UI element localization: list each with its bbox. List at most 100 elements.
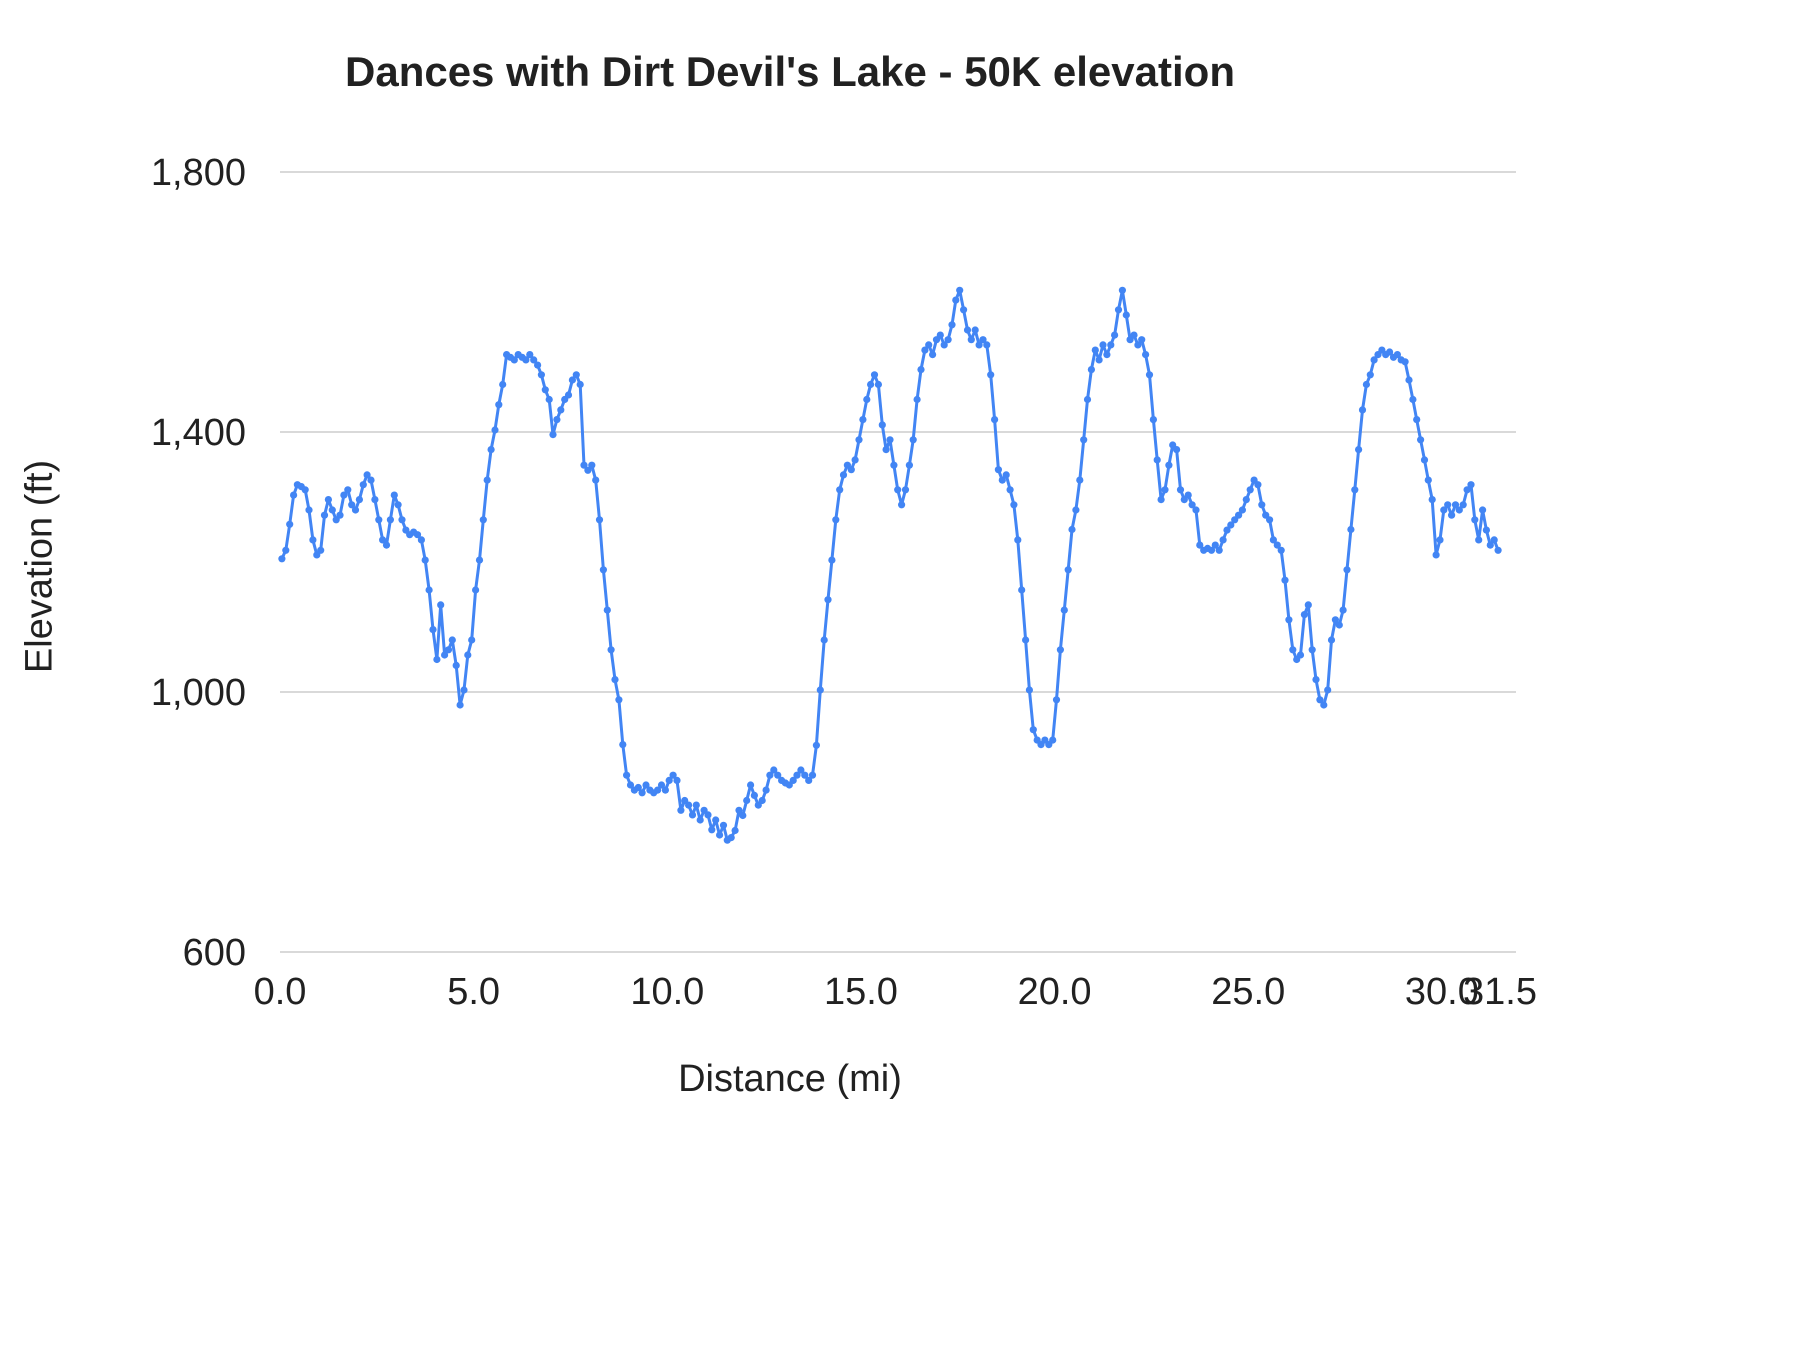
data-point-marker — [1467, 481, 1475, 489]
data-point-marker — [1339, 606, 1347, 614]
data-point-marker — [739, 811, 747, 820]
data-point-marker — [704, 811, 712, 819]
data-point-marker — [1060, 606, 1068, 614]
data-point-marker — [1273, 541, 1281, 549]
data-point-marker — [1444, 501, 1452, 509]
data-point-marker — [1436, 536, 1444, 544]
data-point-marker — [1451, 501, 1460, 509]
x-tick-label: 25.0 — [1211, 971, 1285, 1013]
data-point-marker — [716, 831, 724, 839]
data-point-marker — [1455, 506, 1463, 514]
data-point-marker — [603, 606, 611, 614]
data-point-marker — [526, 351, 534, 359]
data-point-marker — [1281, 576, 1289, 584]
x-tick-label: 31.5 — [1463, 971, 1537, 1013]
data-point-marker — [708, 826, 716, 834]
data-point-marker — [444, 646, 453, 654]
data-point-marker — [801, 771, 809, 779]
data-point-marker — [1111, 331, 1119, 339]
data-point-marker — [998, 476, 1006, 484]
data-point-marker — [1107, 341, 1115, 349]
data-point-marker — [1227, 521, 1235, 529]
data-point-marker — [770, 766, 778, 774]
data-point-marker — [901, 486, 910, 494]
data-point-marker — [344, 486, 352, 494]
y-tick-label: 600 — [183, 932, 246, 974]
data-point-marker — [290, 491, 298, 499]
data-point-marker — [479, 516, 487, 524]
data-point-marker — [1393, 351, 1401, 359]
data-point-marker — [541, 386, 549, 394]
data-point-marker — [882, 446, 890, 454]
data-point-marker — [1103, 351, 1111, 359]
data-point-marker — [1064, 566, 1072, 574]
data-point-marker — [394, 501, 402, 509]
data-point-marker — [425, 586, 433, 594]
data-point-marker — [371, 496, 379, 504]
data-point-marker — [758, 796, 766, 805]
data-point-marker — [1010, 501, 1018, 509]
data-point-marker — [1386, 348, 1394, 356]
data-point-marker — [301, 486, 309, 494]
data-point-marker — [735, 806, 743, 814]
data-point-marker — [1320, 701, 1328, 709]
data-point-marker — [743, 796, 751, 805]
data-point-marker — [948, 321, 956, 329]
data-point-marker — [278, 555, 286, 563]
data-point-marker — [367, 476, 375, 484]
data-point-marker — [1095, 356, 1103, 364]
data-point-marker — [677, 806, 685, 814]
data-point-marker — [1087, 366, 1095, 374]
data-point-marker — [549, 431, 557, 439]
data-point-marker — [1242, 496, 1250, 504]
data-point-marker — [874, 380, 883, 389]
data-point-marker — [359, 481, 367, 489]
data-point-marker — [328, 506, 336, 514]
data-point-marker — [1296, 651, 1305, 659]
data-point-marker — [1022, 636, 1030, 644]
data-point-marker — [1056, 646, 1064, 654]
data-point-marker — [588, 461, 596, 469]
data-point-marker — [669, 771, 677, 779]
data-point-marker — [580, 461, 588, 469]
data-point-marker — [898, 501, 906, 509]
data-point-marker — [1428, 496, 1436, 504]
data-point-marker — [1471, 516, 1479, 524]
data-point-marker — [1173, 446, 1181, 454]
data-point-marker — [305, 506, 313, 514]
data-point-marker — [657, 781, 666, 789]
data-point-marker — [1122, 311, 1130, 319]
data-point-marker — [805, 776, 813, 785]
data-point-marker — [568, 376, 577, 384]
data-point-marker — [661, 786, 670, 794]
data-point-marker — [483, 476, 491, 484]
data-point-marker — [1316, 696, 1324, 704]
data-point-marker — [1130, 331, 1138, 339]
data-point-marker — [534, 361, 542, 369]
data-point-marker — [1161, 486, 1169, 494]
data-point-marker — [1486, 541, 1494, 549]
data-point-marker — [1052, 696, 1061, 704]
data-point-marker — [429, 626, 437, 634]
data-point-marker — [952, 296, 960, 304]
data-point-marker — [386, 516, 394, 524]
data-point-marker — [1080, 436, 1088, 444]
data-point-marker — [510, 356, 518, 364]
chart-title: Dances with Dirt Devil's Lake - 50K elev… — [345, 48, 1235, 95]
data-point-marker — [654, 786, 662, 794]
data-point-marker — [847, 466, 855, 474]
data-point-marker — [1188, 501, 1196, 509]
data-point-marker — [1138, 336, 1146, 344]
data-point-marker — [936, 331, 944, 339]
data-point-marker — [870, 371, 879, 379]
data-point-marker — [1157, 496, 1165, 504]
data-point-marker — [417, 536, 425, 544]
data-point-marker — [1490, 536, 1498, 544]
data-point-marker — [1324, 686, 1332, 694]
data-point-marker — [886, 436, 894, 444]
data-point-marker — [309, 536, 317, 544]
data-point-marker — [929, 351, 937, 359]
data-point-marker — [673, 776, 681, 785]
data-point-marker — [572, 371, 580, 379]
data-point-marker — [530, 356, 538, 364]
